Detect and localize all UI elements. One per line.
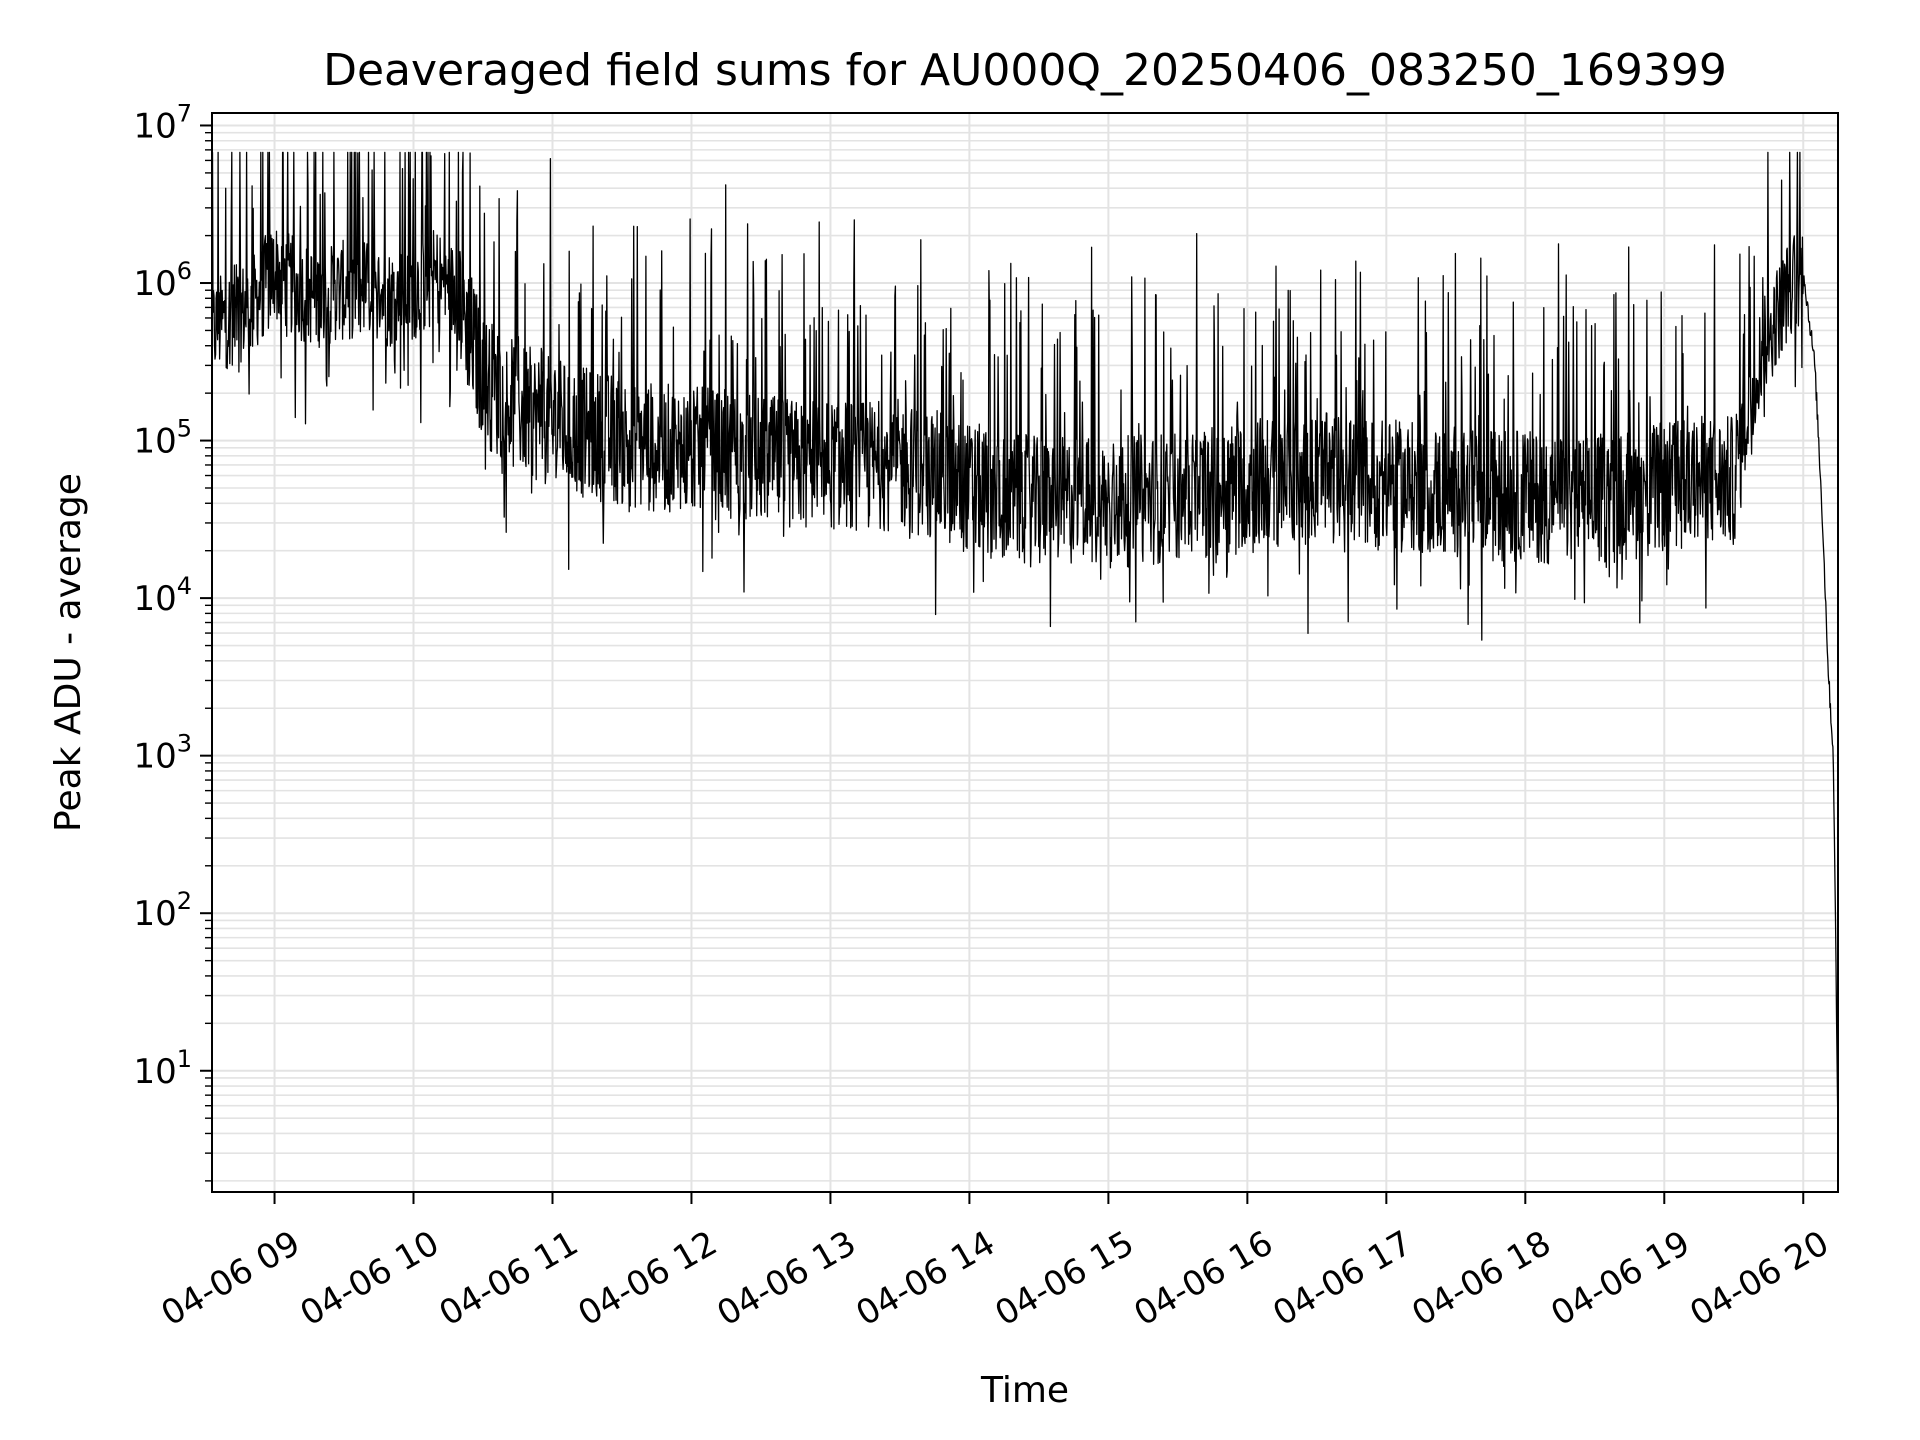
y-tick-exponent: 6 <box>177 257 192 285</box>
y-tick-label: 103 <box>133 730 192 777</box>
y-tick-label: 105 <box>133 415 192 462</box>
chart-title: Deaveraged field sums for AU000Q_2025040… <box>323 45 1727 96</box>
y-tick-exponent: 7 <box>177 99 192 127</box>
y-tick-base: 10 <box>133 737 176 777</box>
y-tick-label: 102 <box>133 887 192 934</box>
y-tick-exponent: 3 <box>177 730 192 758</box>
plot-frame <box>211 112 1839 1193</box>
y-tick-label: 107 <box>133 99 192 146</box>
y-tick-exponent: 4 <box>177 572 192 600</box>
x-axis-label: Time <box>980 1370 1069 1411</box>
y-tick-label: 104 <box>133 572 192 619</box>
y-tick-exponent: 5 <box>177 415 192 443</box>
y-tick-base: 10 <box>133 264 176 304</box>
grid <box>212 113 1838 1192</box>
y-tick-exponent: 1 <box>177 1045 192 1073</box>
y-tick-base: 10 <box>133 1052 176 1092</box>
y-axis-label: Peak ADU - average <box>48 473 89 832</box>
y-tick-exponent: 2 <box>177 887 192 915</box>
series-layer <box>211 151 1839 1134</box>
series-line <box>211 151 1839 1134</box>
y-tick-label: 101 <box>133 1045 192 1092</box>
y-tick-base: 10 <box>133 106 176 146</box>
y-tick-base: 10 <box>133 894 176 934</box>
y-tick-base: 10 <box>133 422 176 462</box>
y-tick-label: 106 <box>133 257 192 304</box>
y-tick-base: 10 <box>133 579 176 619</box>
